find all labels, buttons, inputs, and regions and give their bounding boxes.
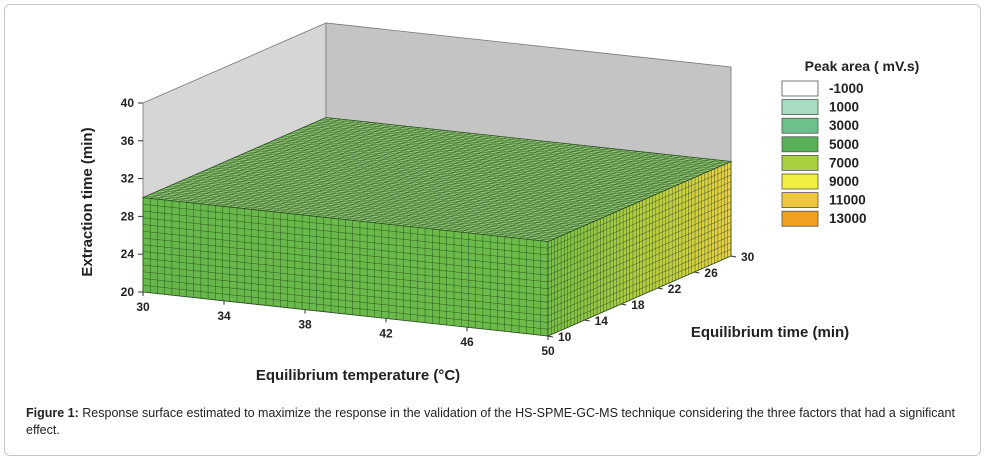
x-tick-label: 46 <box>460 335 474 349</box>
y-tick-label: 14 <box>595 314 609 328</box>
x-tick-label: 42 <box>379 326 393 340</box>
legend-label: 7000 <box>829 155 859 170</box>
legend: Peak area ( mV.s) -1000 1000 3000 5000 7000 9… <box>781 58 920 227</box>
caption-text: Response surface estimated to maximize t… <box>26 406 955 437</box>
caption-lead: Figure 1: <box>26 406 79 420</box>
x-tick-label: 30 <box>136 300 150 314</box>
figure-caption: Figure 1: Response surface estimated to … <box>26 405 961 439</box>
legend-swatch <box>781 210 819 227</box>
legend-label: -1000 <box>829 81 864 96</box>
legend-swatch <box>781 99 819 115</box>
x-tick-label: 50 <box>541 344 555 358</box>
legend-swatch <box>781 173 819 190</box>
z-tick-label: 20 <box>121 285 135 299</box>
x-tick-label: 34 <box>217 309 231 323</box>
x-axis-title: Equilibrium temperature (°C) <box>256 367 460 384</box>
y-tick-label: 10 <box>558 330 572 344</box>
legend-label: 11000 <box>829 193 866 208</box>
legend-swatch <box>781 80 819 97</box>
legend-label: 9000 <box>829 174 859 189</box>
z-tick-label: 40 <box>121 96 135 110</box>
legend-swatch <box>781 192 819 209</box>
legend-title: Peak area ( mV.s) <box>805 58 920 74</box>
y-tick-label: 22 <box>668 282 682 296</box>
legend-swatch <box>781 154 819 171</box>
figure-frame <box>4 4 981 456</box>
surface-block <box>141 117 733 337</box>
z-axis-title: Extraction time (min) <box>79 127 96 276</box>
z-tick-label: 28 <box>121 209 135 223</box>
surface-mesh <box>142 118 732 336</box>
legend-label: 3000 <box>829 118 859 133</box>
legend-label: 1000 <box>829 100 859 115</box>
legend-label: 13000 <box>829 211 867 226</box>
z-tick-label: 36 <box>121 134 135 148</box>
y-axis-title: Equilibrium time (min) <box>691 324 849 341</box>
y-tick-label: 26 <box>704 266 718 280</box>
y-tick-label: 18 <box>631 298 645 312</box>
legend-swatch <box>781 136 819 153</box>
y-tick-label: 30 <box>741 250 755 264</box>
legend-label: 5000 <box>829 137 859 152</box>
z-tick-label: 32 <box>121 172 135 186</box>
z-tick-label: 24 <box>121 247 135 261</box>
legend-swatch <box>781 117 819 134</box>
x-tick-label: 38 <box>298 318 312 332</box>
